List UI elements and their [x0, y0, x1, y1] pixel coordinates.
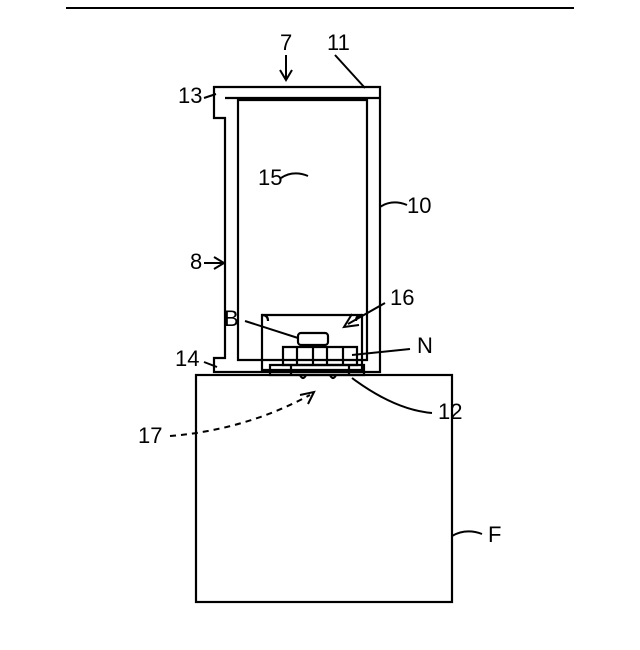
label-14: 14 — [175, 346, 199, 371]
label-7: 7 — [280, 30, 292, 55]
patent-diagram: 7 11 13 15 10 8 16 B N 14 12 17 F — [0, 0, 640, 650]
label-N: N — [417, 333, 433, 358]
label-13: 13 — [178, 83, 202, 108]
arrow-8 — [204, 257, 224, 269]
label-F: F — [488, 522, 501, 547]
leader-11 — [335, 55, 365, 88]
label-11: 11 — [327, 30, 350, 55]
label-B: B — [224, 306, 239, 331]
leader-B — [245, 321, 298, 338]
leader-17 — [170, 392, 314, 436]
leader-12 — [352, 378, 432, 413]
label-10: 10 — [407, 193, 431, 218]
label-15: 15 — [258, 165, 282, 190]
upper-body — [214, 87, 380, 372]
label-16: 16 — [390, 285, 414, 310]
leader-F-curve — [452, 531, 482, 536]
arrow-7 — [280, 55, 292, 80]
leader-15-curve — [281, 173, 308, 178]
label-8: 8 — [190, 249, 202, 274]
label-12: 12 — [438, 399, 462, 424]
label-17: 17 — [138, 423, 162, 448]
leader-10-curve — [380, 202, 407, 207]
